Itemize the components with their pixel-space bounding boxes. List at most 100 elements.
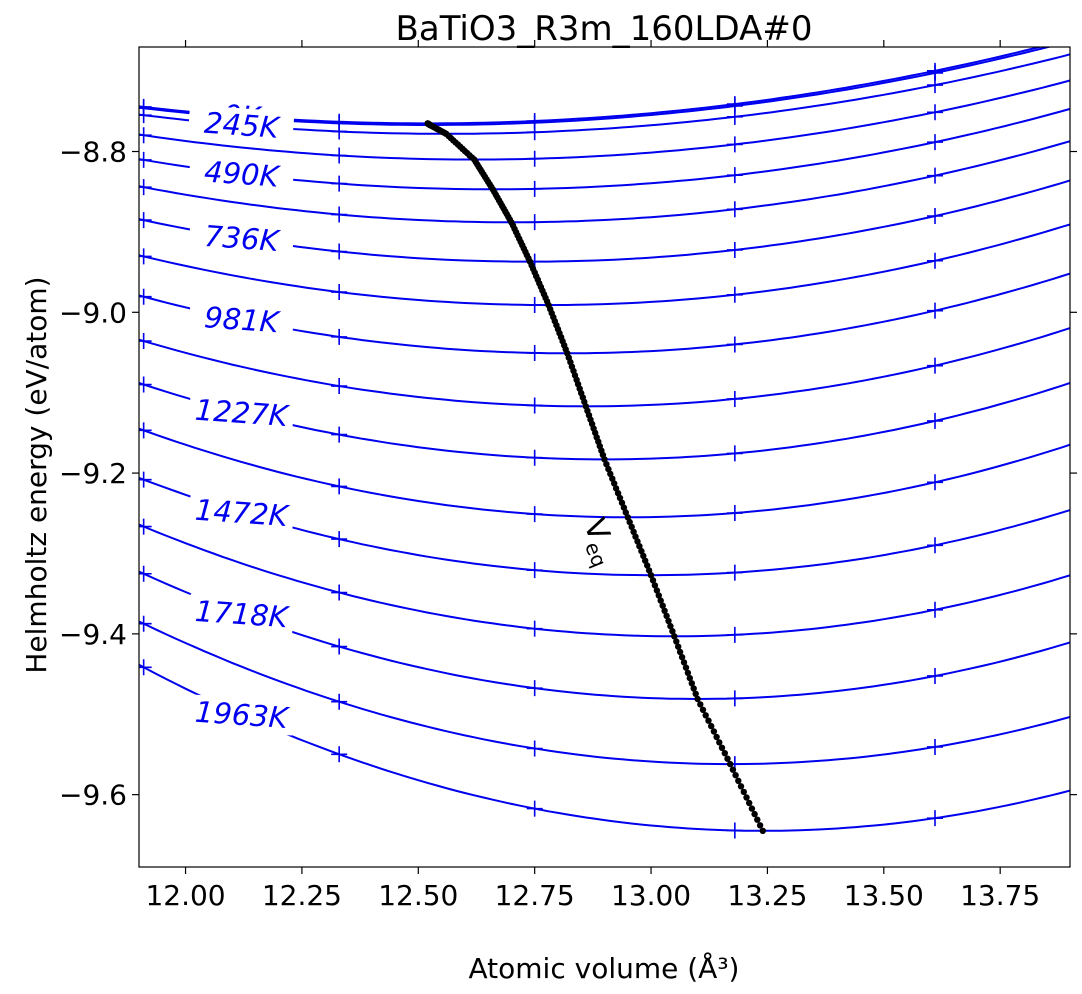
veq-point (684, 669, 692, 677)
isotherm-label: 981K (188, 299, 295, 341)
isotherm-label-background (188, 104, 295, 146)
sample-marker (139, 151, 152, 168)
veq-point (624, 514, 631, 521)
sample-marker (526, 180, 543, 197)
isotherm-label: 490K (188, 153, 295, 195)
veq-point (607, 470, 614, 478)
veq-point (682, 664, 690, 671)
veq-point (721, 750, 728, 757)
veq-point (601, 456, 608, 463)
veq-point (759, 827, 766, 834)
isotherm-label-text: 1718K (194, 594, 291, 635)
sample-marker (927, 810, 944, 827)
sample-marker (526, 506, 543, 523)
veq-point (680, 659, 688, 666)
isotherm-label: 1963K (188, 694, 295, 736)
isotherm-label-text: 1472K (194, 493, 291, 534)
x-tick-label: 12.50 (378, 879, 458, 912)
sample-marker (526, 562, 543, 579)
isotherm-line (139, 107, 1070, 191)
sample-marker (526, 397, 543, 414)
sample-marker (139, 422, 152, 439)
sample-marker (139, 659, 152, 676)
isotherm-label: 1718K (188, 593, 295, 635)
sample-marker (526, 449, 543, 466)
veq-point (740, 788, 747, 796)
sample-marker (526, 124, 543, 141)
veq-point (708, 722, 715, 730)
isotherm-label-background (188, 217, 295, 260)
sample-marker (927, 412, 944, 429)
isotherm-line (139, 476, 1070, 577)
isotherm-line (139, 523, 1070, 638)
sample-marker (927, 357, 944, 374)
veq-point (678, 654, 686, 661)
veq-point (690, 685, 697, 692)
sample-marker (139, 288, 152, 305)
sample-marker (726, 336, 743, 353)
isotherm-line (139, 223, 1070, 307)
sample-marker (331, 584, 348, 601)
chart-title: BaTiO3_R3m_160LDA#0 (396, 9, 813, 49)
veq-point (612, 485, 620, 492)
y-axis-title: Helmholtz energy (eV/atom) (20, 276, 53, 673)
y-axis-ticks: −8.8 −9.0 −9.2 −9.4 −9.6 (59, 136, 1077, 812)
sample-marker (139, 471, 152, 488)
veq-point (673, 638, 680, 645)
sample-marker (927, 208, 944, 225)
sample-marker (726, 690, 743, 707)
veq-point (718, 744, 726, 751)
veq-point (729, 766, 737, 773)
sample-marker (526, 297, 543, 314)
isotherm-label-background (188, 694, 295, 736)
sample-marker (927, 104, 944, 121)
veq-point (686, 674, 693, 682)
sample-marker (139, 212, 152, 229)
veq-point (713, 733, 720, 741)
veq-point (620, 504, 628, 511)
isotherm-label-text: 245K (203, 106, 282, 145)
veq-point (647, 572, 655, 579)
sample-marker (726, 390, 743, 407)
veq-point (628, 523, 635, 531)
sample-marker (139, 615, 152, 632)
veq-point (688, 680, 695, 687)
sample-marker (726, 167, 743, 184)
sample-marker (331, 284, 348, 301)
veq-point (751, 810, 758, 818)
veq-point (622, 509, 629, 516)
sample-marker (726, 136, 743, 153)
sample-marker (526, 344, 543, 361)
veq-label-background (572, 519, 614, 571)
veq-point (626, 518, 633, 526)
sample-marker (331, 123, 348, 140)
sample-marker (726, 201, 743, 218)
veq-point (676, 648, 684, 656)
veq-point (710, 728, 718, 735)
isotherm-line (139, 53, 1070, 135)
sample-marker (331, 378, 348, 395)
plot-frame (138, 46, 1071, 868)
sample-marker (331, 746, 348, 763)
isotherm-line (139, 79, 1070, 161)
isotherm-line (139, 272, 1070, 355)
sample-marker (139, 107, 152, 124)
sample-marker (139, 127, 152, 144)
isotherm-labels: Veq0K245K490K736K981K1227K1472K1718K1963… (188, 95, 626, 736)
veq-point (727, 760, 734, 768)
veq-point (694, 695, 701, 703)
sample-marker (331, 147, 348, 164)
veq-series (424, 120, 766, 834)
veq-point (705, 717, 712, 724)
sample-marker (927, 601, 944, 618)
veq-point (716, 739, 723, 746)
sample-marker (927, 738, 944, 755)
sample-marker (331, 693, 348, 710)
veq-point (640, 552, 647, 560)
veq-point (692, 690, 699, 697)
veq-point (756, 822, 764, 829)
sample-marker (526, 800, 543, 817)
isotherm-label: 1472K (188, 492, 295, 534)
veq-point (638, 547, 645, 555)
